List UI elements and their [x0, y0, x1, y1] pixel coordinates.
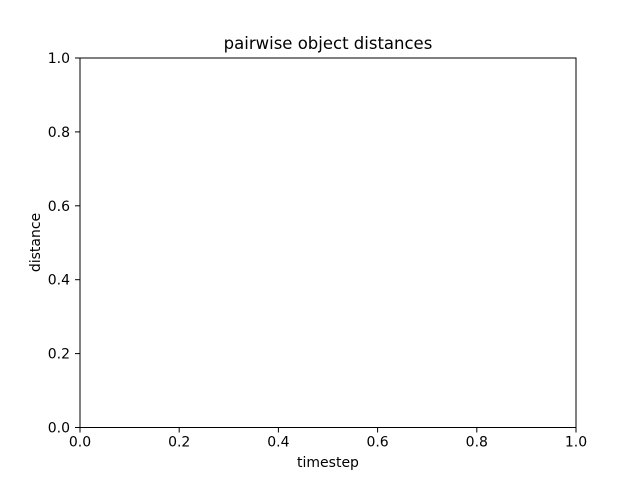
- x-tick-label: 1.0: [565, 435, 587, 451]
- y-tick-label: 0.2: [48, 347, 70, 363]
- x-tick-label: 0.0: [69, 435, 91, 451]
- y-axis: 0.0 0.2 0.4 0.6 0.8 1.0: [48, 51, 80, 437]
- x-tick-label: 0.6: [366, 435, 388, 451]
- x-axis: 0.0 0.2 0.4 0.6 0.8 1.0: [69, 427, 587, 451]
- x-tick-label: 0.4: [267, 435, 289, 451]
- chart-title: pairwise object distances: [224, 34, 433, 53]
- y-tick-label: 0.0: [48, 421, 70, 437]
- plot-area: [79, 57, 577, 428]
- x-tick-label: 0.2: [168, 435, 190, 451]
- y-axis-label: distance: [28, 213, 44, 272]
- y-tick-label: 1.0: [48, 51, 70, 67]
- y-tick-label: 0.4: [48, 273, 70, 289]
- x-tick-label: 0.8: [466, 435, 488, 451]
- y-tick-label: 0.6: [48, 199, 70, 215]
- x-axis-label: timestep: [297, 455, 359, 471]
- y-tick-label: 0.8: [48, 125, 70, 141]
